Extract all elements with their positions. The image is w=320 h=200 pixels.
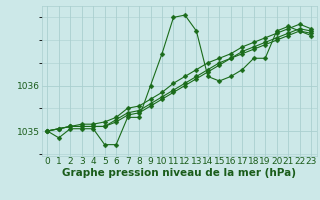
X-axis label: Graphe pression niveau de la mer (hPa): Graphe pression niveau de la mer (hPa): [62, 168, 296, 178]
